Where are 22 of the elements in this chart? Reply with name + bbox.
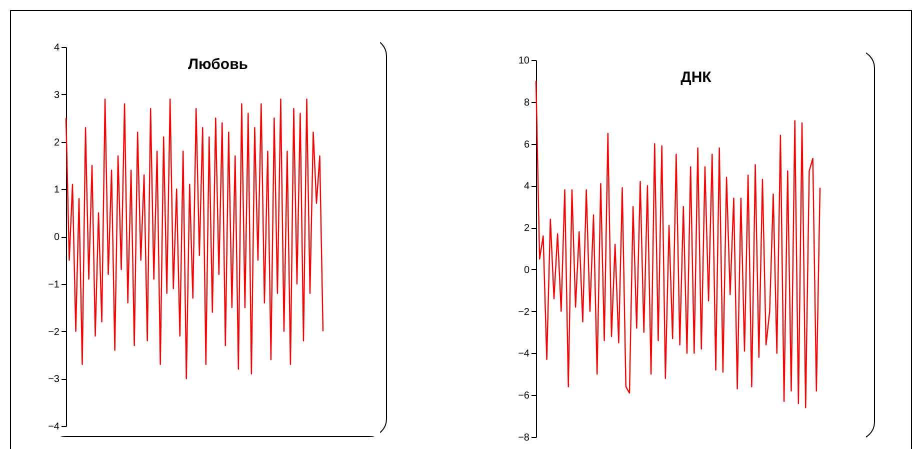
line-series <box>65 98 324 380</box>
y-tick-label: 4 <box>54 42 60 54</box>
y-tick-label: −2 <box>518 306 530 318</box>
y-tick-label: −6 <box>518 390 530 402</box>
y-tick-label: 2 <box>524 223 530 234</box>
y-tick-label: 6 <box>524 139 530 150</box>
y-tick-label: −4 <box>48 422 60 432</box>
text: ДНК <box>680 69 712 86</box>
y-tick-label: −8 <box>518 432 530 444</box>
y-tick-label: 10 <box>518 56 530 66</box>
text: Любовь <box>188 56 248 73</box>
y-tick-label: 3 <box>54 90 60 101</box>
y-tick-label: 4 <box>524 181 530 192</box>
y-tick-label: 0 <box>54 232 60 243</box>
y-tick-label: 0 <box>524 264 530 276</box>
y-tick-label: −3 <box>48 374 60 386</box>
y-tick-label: 8 <box>524 97 530 108</box>
y-tick-label: −4 <box>518 348 530 360</box>
y-tick-label: 1 <box>54 184 60 196</box>
y-tick-label: 2 <box>54 137 60 148</box>
y-tick-label: −1 <box>48 279 60 290</box>
y-tick-label: −2 <box>48 326 60 338</box>
